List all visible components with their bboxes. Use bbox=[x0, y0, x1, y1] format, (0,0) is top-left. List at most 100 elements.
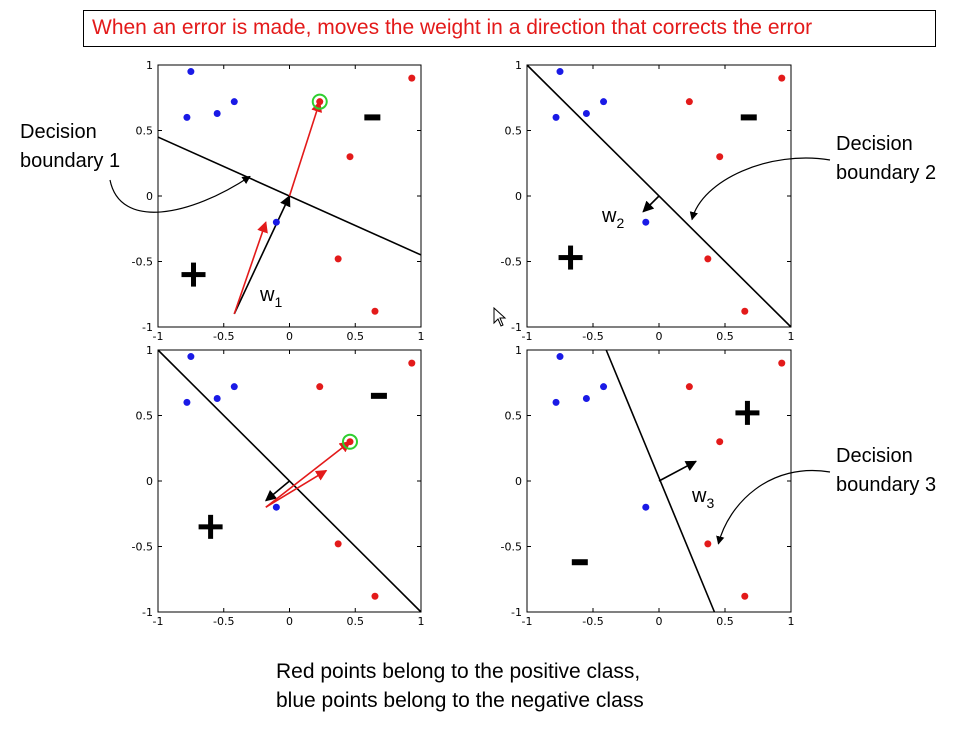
y-tick-label: 1 bbox=[146, 59, 153, 72]
decision-boundary-annotation: Decision boundary 3 bbox=[716, 445, 936, 545]
update-vector-arrow bbox=[265, 469, 328, 508]
update-vector-arrow bbox=[233, 221, 268, 315]
positive-point bbox=[778, 359, 786, 367]
y-tick-label: 0 bbox=[146, 475, 153, 488]
x-tick-label: 0 bbox=[286, 615, 293, 628]
decision-boundary-annotation: Decision boundary 2 bbox=[689, 133, 936, 221]
panel-bottom-right: -1 -0.5 0 0.5 1 1 0.5 0 -0.5 -1 w3 bbox=[501, 344, 795, 628]
positive-point bbox=[704, 255, 712, 263]
weight-label-letter: w bbox=[601, 205, 617, 227]
x-tick-label: 0.5 bbox=[347, 330, 365, 343]
weight-label-subscript: 2 bbox=[616, 215, 624, 231]
x-tick-label: 0.5 bbox=[347, 615, 365, 628]
y-tick-label: -0.5 bbox=[132, 256, 153, 269]
y-tick-label: 1 bbox=[515, 344, 522, 357]
negative-point bbox=[213, 394, 221, 402]
minus-sign-icon bbox=[740, 114, 757, 121]
positive-point bbox=[346, 438, 354, 446]
annotation-line-2: boundary 2 bbox=[836, 162, 936, 184]
x-tick-label: 1 bbox=[788, 330, 795, 343]
panel-top-left: -1 -0.5 0 0.5 110.50-0.5-1w1 bbox=[132, 59, 425, 343]
negative-point bbox=[187, 68, 195, 76]
minus-sign-icon bbox=[370, 392, 387, 399]
weight-label: w2 bbox=[601, 205, 624, 231]
negative-point bbox=[556, 353, 564, 361]
weight-vector-arrow bbox=[233, 194, 291, 315]
annotation-pointer-arrow bbox=[689, 157, 831, 221]
plus-sign-icon bbox=[735, 400, 760, 425]
positive-point bbox=[716, 438, 724, 446]
negative-point bbox=[183, 113, 191, 121]
plus-sign-icon bbox=[198, 514, 223, 539]
minus-sign-icon bbox=[364, 114, 381, 121]
weight-vector-arrow bbox=[264, 480, 291, 502]
y-tick-label: 0.5 bbox=[136, 410, 154, 423]
x-tick-label: 0 bbox=[656, 330, 663, 343]
update-vector-arrow bbox=[265, 441, 351, 508]
annotation-line-1: Decision bbox=[836, 445, 913, 467]
plus-sign-icon bbox=[558, 245, 583, 270]
minus-sign-icon bbox=[571, 559, 588, 566]
negative-point bbox=[642, 503, 650, 511]
annotation-line-2: boundary 3 bbox=[836, 474, 936, 496]
positive-point bbox=[704, 540, 712, 548]
y-tick-label: 0.5 bbox=[505, 125, 523, 138]
positive-point bbox=[716, 153, 724, 161]
negative-point bbox=[600, 98, 608, 106]
x-tick-label: -0.5 bbox=[582, 330, 603, 343]
positive-point bbox=[778, 74, 786, 82]
y-tick-label: 0.5 bbox=[136, 125, 154, 138]
negative-point bbox=[556, 68, 564, 76]
y-tick-label: -0.5 bbox=[132, 541, 153, 554]
x-tick-label: -0.5 bbox=[213, 330, 234, 343]
positive-point bbox=[371, 592, 379, 600]
y-tick-label: -1 bbox=[511, 606, 522, 619]
panel-bottom-left: -1 -0.5 0 0.5 1 1 0.5 0 -0.5 -1 bbox=[132, 344, 425, 628]
negative-point bbox=[230, 98, 238, 106]
negative-point bbox=[582, 109, 590, 117]
negative-point bbox=[552, 398, 560, 406]
positive-point bbox=[334, 255, 342, 263]
annotation-pointer-arrow bbox=[109, 175, 251, 213]
x-tick-label: 1 bbox=[418, 615, 425, 628]
positive-point bbox=[334, 540, 342, 548]
negative-point bbox=[183, 398, 191, 406]
positive-point bbox=[371, 307, 379, 315]
weight-vector-arrow bbox=[642, 195, 660, 213]
annotation-line-1: Decision bbox=[20, 121, 97, 143]
negative-point bbox=[552, 113, 560, 121]
positive-point bbox=[741, 307, 749, 315]
negative-point bbox=[582, 394, 590, 402]
x-tick-label: 0 bbox=[286, 330, 293, 343]
positive-point bbox=[316, 383, 324, 391]
weight-label-subscript: 1 bbox=[274, 294, 282, 310]
weight-label: w3 bbox=[691, 485, 714, 511]
x-tick-label: 0.5 bbox=[716, 330, 734, 343]
annotation-line-1: Decision bbox=[836, 133, 913, 155]
x-tick-label: 1 bbox=[788, 615, 795, 628]
negative-point bbox=[187, 353, 195, 361]
weight-label-letter: w bbox=[259, 284, 275, 306]
negative-point bbox=[272, 503, 280, 511]
positive-point bbox=[346, 153, 354, 161]
weight-label-subscript: 3 bbox=[706, 495, 714, 511]
x-tick-label: -0.5 bbox=[582, 615, 603, 628]
plus-sign-icon bbox=[181, 262, 206, 287]
y-tick-label: 1 bbox=[146, 344, 153, 357]
annotation-pointer-arrow bbox=[716, 469, 831, 545]
x-tick-label: 0.5 bbox=[716, 615, 734, 628]
annotation-line-2: boundary 1 bbox=[20, 150, 120, 172]
positive-point bbox=[316, 98, 324, 106]
decision-boundary-annotation: Decision boundary 1 bbox=[20, 121, 251, 213]
x-tick-label: 1 bbox=[418, 330, 425, 343]
positive-point bbox=[741, 592, 749, 600]
y-tick-label: -1 bbox=[142, 606, 153, 619]
negative-point bbox=[272, 218, 280, 226]
weight-label-letter: w bbox=[691, 485, 707, 507]
positive-point bbox=[685, 383, 693, 391]
positive-point bbox=[685, 98, 693, 106]
x-tick-label: -1 bbox=[153, 330, 164, 343]
x-tick-label: -1 bbox=[522, 330, 533, 343]
positive-point bbox=[408, 74, 416, 82]
y-tick-label: 1 bbox=[515, 59, 522, 72]
